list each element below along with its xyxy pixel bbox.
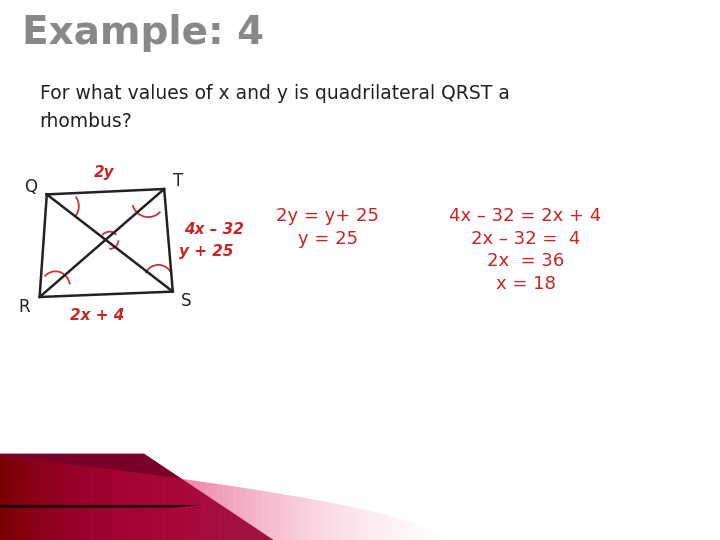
Polygon shape [101,468,106,540]
Polygon shape [374,512,379,540]
Polygon shape [212,483,217,540]
Polygon shape [413,522,418,540]
Polygon shape [318,501,324,540]
Text: R: R [18,298,30,316]
Polygon shape [217,484,223,540]
Polygon shape [357,508,363,540]
Polygon shape [173,477,179,540]
Polygon shape [190,480,195,540]
Polygon shape [28,460,33,540]
Text: 2y: 2y [94,165,114,180]
Polygon shape [128,472,134,540]
Polygon shape [145,474,150,540]
Text: Q: Q [24,178,37,196]
Polygon shape [274,492,279,540]
Polygon shape [251,489,257,540]
Text: y + 25: y + 25 [179,244,233,259]
Text: Example: 4: Example: 4 [22,14,264,51]
Text: 2x  = 36: 2x = 36 [487,252,564,271]
Polygon shape [363,509,368,540]
Polygon shape [385,515,390,540]
Polygon shape [39,461,45,540]
Polygon shape [167,477,173,540]
Polygon shape [106,469,112,540]
Polygon shape [329,503,335,540]
Polygon shape [56,463,61,540]
Polygon shape [0,505,202,508]
Polygon shape [162,476,167,540]
Polygon shape [229,485,234,540]
Polygon shape [201,482,207,540]
Text: 4x – 32: 4x – 32 [184,222,243,237]
Polygon shape [379,513,385,540]
Polygon shape [89,467,95,540]
Polygon shape [302,497,307,540]
Polygon shape [312,500,318,540]
Text: T: T [174,172,184,191]
Polygon shape [195,481,201,540]
Polygon shape [402,519,408,540]
Text: 4x – 32 = 2x + 4: 4x – 32 = 2x + 4 [449,207,602,225]
Polygon shape [117,470,122,540]
Polygon shape [0,454,274,540]
Polygon shape [156,475,162,540]
Polygon shape [346,506,351,540]
Polygon shape [408,521,413,540]
Polygon shape [22,459,28,540]
Text: 2x + 4: 2x + 4 [70,308,125,323]
Polygon shape [12,457,17,540]
Polygon shape [61,463,67,540]
Polygon shape [307,498,312,540]
Polygon shape [268,492,274,540]
Polygon shape [262,491,268,540]
Polygon shape [140,473,145,540]
Polygon shape [17,458,22,540]
Text: S: S [181,292,191,310]
Polygon shape [296,496,301,540]
Polygon shape [418,524,424,540]
Polygon shape [95,468,101,540]
Polygon shape [184,479,190,540]
Polygon shape [284,495,290,540]
Polygon shape [134,472,140,540]
Polygon shape [0,456,6,540]
Text: 2x – 32 =  4: 2x – 32 = 4 [471,230,580,248]
Polygon shape [335,504,341,540]
Polygon shape [223,485,229,540]
Polygon shape [112,470,117,540]
Polygon shape [324,502,329,540]
Polygon shape [396,517,402,540]
Polygon shape [67,464,73,540]
Polygon shape [279,494,284,540]
Polygon shape [257,490,262,540]
Polygon shape [179,478,184,540]
Polygon shape [150,475,156,540]
Text: x = 18: x = 18 [495,275,556,293]
Polygon shape [290,495,296,540]
Polygon shape [50,462,56,540]
Polygon shape [351,507,357,540]
Polygon shape [207,482,212,540]
Polygon shape [73,465,78,540]
Polygon shape [45,461,50,540]
Text: 2y = y+ 25: 2y = y+ 25 [276,207,379,225]
Polygon shape [390,516,396,540]
Polygon shape [246,488,251,540]
Polygon shape [235,487,240,540]
Text: y = 25: y = 25 [297,230,358,248]
Polygon shape [341,505,346,540]
Polygon shape [6,457,12,540]
Polygon shape [368,511,374,540]
Polygon shape [84,466,89,540]
Polygon shape [33,460,39,540]
Text: For what values of x and y is quadrilateral QRST a
rhombus?: For what values of x and y is quadrilate… [40,84,510,131]
Polygon shape [240,487,246,540]
Polygon shape [78,465,84,540]
Polygon shape [122,471,128,540]
